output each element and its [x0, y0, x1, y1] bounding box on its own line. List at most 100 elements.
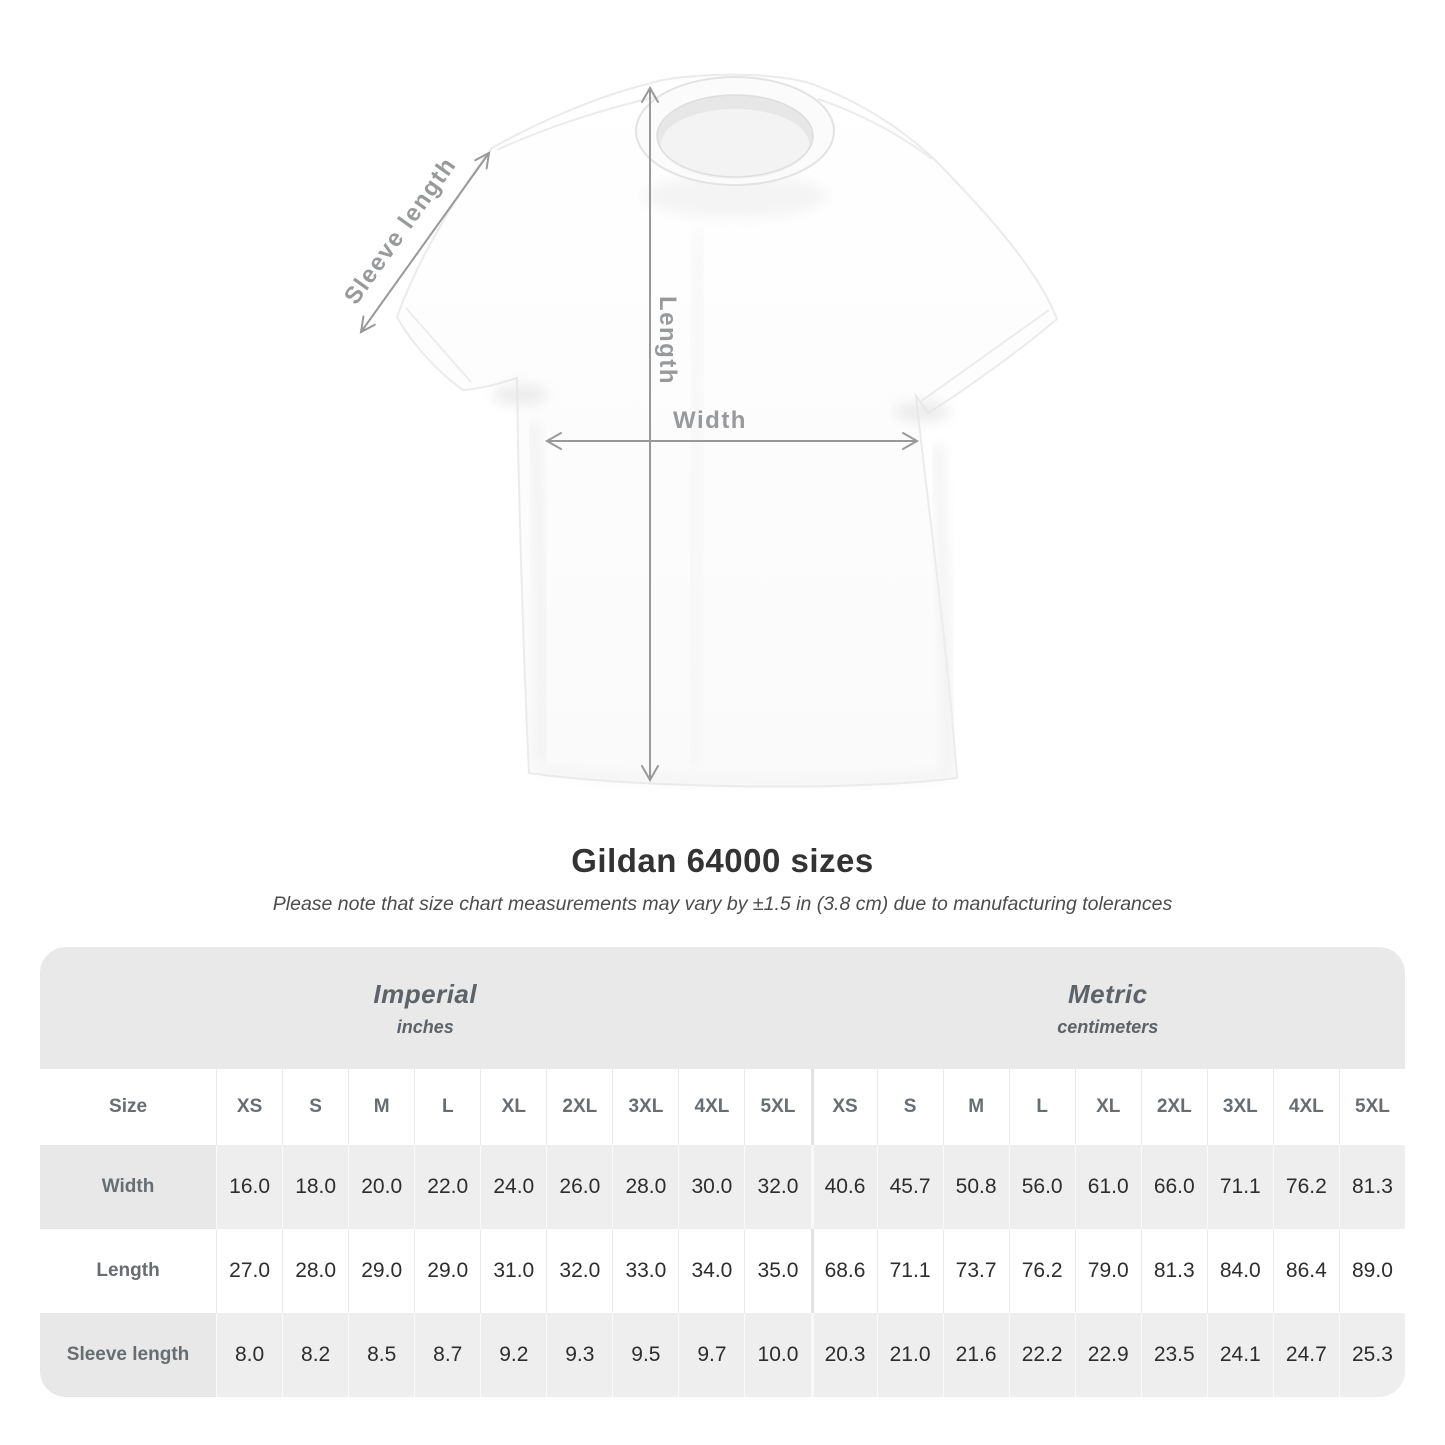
- value-cell: 79.0: [1074, 1229, 1141, 1313]
- size-header: 3XL: [1206, 1069, 1273, 1145]
- value-cell: 25.3: [1338, 1313, 1405, 1397]
- value-cell: 8.2: [282, 1313, 349, 1397]
- value-cell: 24.7: [1272, 1313, 1339, 1397]
- value-cell: 56.0: [1008, 1145, 1075, 1229]
- metric-label: Metric: [1067, 978, 1148, 1009]
- value-cell: 26.0: [546, 1145, 613, 1229]
- value-cell: 71.1: [876, 1229, 943, 1313]
- value-cell: 66.0: [1140, 1145, 1207, 1229]
- tshirt-diagram-svg: Sleeve length Length Width: [339, 73, 1059, 788]
- value-cell: 68.6: [810, 1229, 877, 1313]
- table-row-length: Length 27.0 28.0 29.0 29.0 31.0 32.0 33.…: [40, 1229, 1405, 1313]
- value-cell: 86.4: [1272, 1229, 1339, 1313]
- value-cell: 10.0: [744, 1313, 811, 1397]
- value-cell: 31.0: [480, 1229, 547, 1313]
- value-cell: 18.0: [282, 1145, 349, 1229]
- value-cell: 22.9: [1074, 1313, 1141, 1397]
- sleeve-length-arrow: [359, 151, 491, 334]
- tolerance-note: Please note that size chart measurements…: [272, 893, 1173, 915]
- size-table: Imperial inches Metric centimeters Size …: [40, 947, 1405, 1397]
- value-cell: 84.0: [1206, 1229, 1273, 1313]
- tshirt-image: [395, 73, 1059, 788]
- imperial-group-header: Imperial inches: [40, 947, 811, 1069]
- value-cell: 27.0: [216, 1229, 283, 1313]
- size-chart-table: Imperial inches Metric centimeters Size …: [40, 947, 1405, 1397]
- size-header: L: [1008, 1069, 1075, 1145]
- value-cell: 33.0: [612, 1229, 679, 1313]
- metric-group-header: Metric centimeters: [810, 947, 1405, 1069]
- size-header-row: Size XS S M L XL 2XL 3XL 4XL 5XL XS S M …: [40, 1069, 1405, 1145]
- value-cell: 34.0: [678, 1229, 745, 1313]
- value-cell: 9.7: [678, 1313, 745, 1397]
- inches-label: inches: [396, 1016, 454, 1037]
- width-dimension-label: Width: [673, 407, 747, 434]
- table-row-width: Width 16.0 18.0 20.0 22.0 24.0 26.0 28.0…: [40, 1145, 1405, 1229]
- value-cell: 71.1: [1206, 1145, 1273, 1229]
- size-column-header: Size: [40, 1069, 217, 1145]
- value-cell: 8.0: [216, 1313, 283, 1397]
- row-label: Length: [40, 1229, 217, 1313]
- size-header: 5XL: [1338, 1069, 1405, 1145]
- value-cell: 32.0: [744, 1145, 811, 1229]
- value-cell: 9.5: [612, 1313, 679, 1397]
- size-header: XL: [480, 1069, 547, 1145]
- value-cell: 81.3: [1140, 1229, 1207, 1313]
- value-cell: 35.0: [744, 1229, 811, 1313]
- value-cell: 20.0: [348, 1145, 415, 1229]
- value-cell: 22.0: [414, 1145, 481, 1229]
- measurement-diagram: Sleeve length Length Width: [339, 73, 1059, 788]
- width-arrow: [544, 432, 920, 450]
- size-header: 3XL: [612, 1069, 679, 1145]
- value-cell: 8.7: [414, 1313, 481, 1397]
- value-cell: 50.8: [942, 1145, 1009, 1229]
- value-cell: 29.0: [414, 1229, 481, 1313]
- size-header: 2XL: [546, 1069, 613, 1145]
- size-header: S: [876, 1069, 943, 1145]
- value-cell: 9.2: [480, 1313, 547, 1397]
- unit-group-row: Imperial inches Metric centimeters: [40, 947, 1405, 1069]
- imperial-label: Imperial: [373, 978, 478, 1009]
- value-cell: 89.0: [1338, 1229, 1405, 1313]
- value-cell: 21.6: [942, 1313, 1009, 1397]
- value-cell: 28.0: [612, 1145, 679, 1229]
- size-header: L: [414, 1069, 481, 1145]
- size-header: 4XL: [1272, 1069, 1339, 1145]
- size-header: 5XL: [744, 1069, 811, 1145]
- length-dimension-label: Length: [654, 296, 681, 385]
- value-cell: 32.0: [546, 1229, 613, 1313]
- value-cell: 28.0: [282, 1229, 349, 1313]
- value-cell: 24.0: [480, 1145, 547, 1229]
- size-header: M: [348, 1069, 415, 1145]
- neck-inside-back: [661, 109, 809, 179]
- collar-shadow: [643, 174, 827, 218]
- table-row-sleeve-length: Sleeve length 8.0 8.2 8.5 8.7 9.2 9.3 9.…: [40, 1313, 1405, 1397]
- row-label: Sleeve length: [40, 1313, 217, 1397]
- length-arrow: [641, 85, 659, 783]
- value-cell: 30.0: [678, 1145, 745, 1229]
- value-cell: 76.2: [1008, 1229, 1075, 1313]
- size-header: 4XL: [678, 1069, 745, 1145]
- value-cell: 76.2: [1272, 1145, 1339, 1229]
- value-cell: 20.3: [810, 1313, 877, 1397]
- value-cell: 9.3: [546, 1313, 613, 1397]
- row-label: Width: [40, 1145, 217, 1229]
- measurement-arrows: [359, 85, 920, 783]
- value-cell: 73.7: [942, 1229, 1009, 1313]
- value-cell: 29.0: [348, 1229, 415, 1313]
- value-cell: 23.5: [1140, 1313, 1207, 1397]
- value-cell: 81.3: [1338, 1145, 1405, 1229]
- value-cell: 8.5: [348, 1313, 415, 1397]
- value-cell: 21.0: [876, 1313, 943, 1397]
- value-cell: 45.7: [876, 1145, 943, 1229]
- size-header: M: [942, 1069, 1009, 1145]
- value-cell: 24.1: [1206, 1313, 1273, 1397]
- size-header: XL: [1074, 1069, 1141, 1145]
- centimeters-label: centimeters: [1057, 1016, 1159, 1037]
- size-header: XS: [810, 1069, 877, 1145]
- page-title: Gildan 64000 sizes: [571, 842, 874, 879]
- value-cell: 16.0: [216, 1145, 283, 1229]
- size-header: XS: [216, 1069, 283, 1145]
- size-header: S: [282, 1069, 349, 1145]
- value-cell: 61.0: [1074, 1145, 1141, 1229]
- value-cell: 40.6: [810, 1145, 877, 1229]
